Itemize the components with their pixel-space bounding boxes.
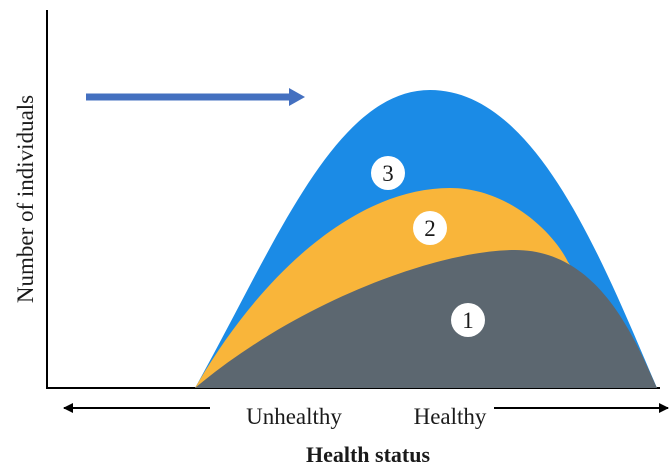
- series-badge-1: 1: [451, 303, 485, 337]
- series-badge-2-label: 2: [424, 216, 436, 241]
- series-badge-3-label: 3: [382, 161, 394, 186]
- distribution-area-1: [195, 250, 657, 388]
- series-badge-2: 2: [413, 211, 447, 245]
- series-badge-3: 3: [371, 156, 405, 190]
- x-label-healthy: Healthy: [414, 404, 487, 429]
- series-badge-1-label: 1: [462, 308, 474, 333]
- y-axis-title: Number of individuals: [13, 95, 38, 303]
- shift-arrow: [86, 88, 305, 106]
- x-label-unhealthy: Unhealthy: [246, 404, 342, 429]
- x-axis-title: Health status: [306, 442, 431, 467]
